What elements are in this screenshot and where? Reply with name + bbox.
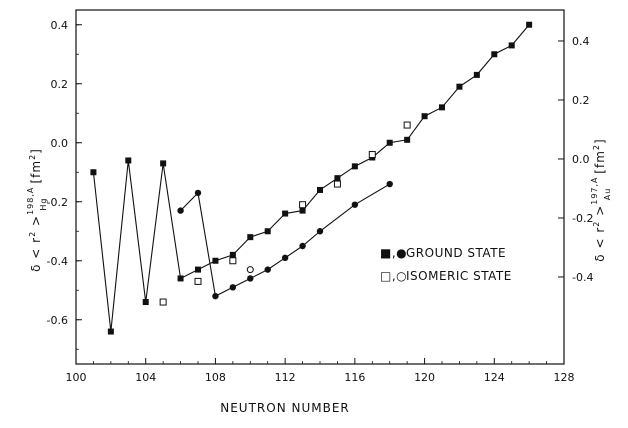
y-left-tick-label: 0.4 xyxy=(51,19,69,32)
hg-ground-point xyxy=(195,266,201,273)
hg-ground-point xyxy=(473,71,480,78)
hg-ground-point xyxy=(177,275,184,282)
hg-ground-point xyxy=(491,51,498,58)
hg-ground-point xyxy=(90,169,97,176)
hg-isomeric-point xyxy=(333,180,341,188)
x-tick-label: 128 xyxy=(554,371,575,384)
hg-isomeric-point xyxy=(403,121,411,129)
hg-ground-point xyxy=(125,157,132,164)
hg-isomeric-point xyxy=(159,298,167,306)
y-axis-right-title: δ < r2 >197,A Au[fm2] xyxy=(590,138,612,261)
legend-ground-label: GROUND STATE xyxy=(406,246,506,260)
au-ground-point xyxy=(247,275,254,282)
x-axis-title: NEUTRON NUMBER xyxy=(220,401,350,415)
hg-isomeric-point xyxy=(229,257,237,265)
x-tick-label: 116 xyxy=(344,371,365,384)
hg-ground-point xyxy=(456,83,463,90)
hg-isomeric-point xyxy=(194,277,202,285)
y-axis-left: 0.4 0.2 0.0 -0.2 -0.4 -0.6 xyxy=(47,19,82,350)
hg-ground-point xyxy=(160,160,167,167)
hg-ground-point xyxy=(526,21,533,28)
au-isomeric-point xyxy=(246,266,254,274)
legend-ground-symbols: ■,● xyxy=(380,246,407,260)
au-ground-point xyxy=(386,180,393,188)
hg-ground-point xyxy=(404,136,411,143)
y-right-tick-label: -0.2 xyxy=(572,212,593,225)
hg-ground-point xyxy=(107,328,114,335)
hg-ground-point xyxy=(142,299,149,306)
series-lines xyxy=(92,24,530,332)
y-right-tick-label: 0.2 xyxy=(572,94,590,107)
y-right-tick-label: 0.0 xyxy=(572,153,590,166)
y-right-tick-label: -0.4 xyxy=(572,271,593,284)
x-tick-label: 124 xyxy=(484,371,505,384)
y-left-tick-label: -0.4 xyxy=(47,255,68,268)
au-ground-point xyxy=(264,266,271,273)
hg-ground-point xyxy=(508,42,515,49)
x-tick-label: 112 xyxy=(275,371,296,384)
hg-ground-point xyxy=(439,104,445,111)
au-ground-point xyxy=(212,292,219,300)
x-axis: 100 104 108 112 116 120 124 128 xyxy=(66,358,575,384)
hg-ground-point xyxy=(264,228,271,235)
hg-ground-point xyxy=(317,186,323,193)
hg-ground-point xyxy=(282,210,289,217)
hg-ground-point xyxy=(247,234,254,241)
au-ground-point xyxy=(316,228,324,235)
y-axis-left-title: δ < r2 >198,A Hg[fm2] xyxy=(26,148,48,272)
hg-isomeric-point xyxy=(299,201,307,209)
hg-isomeric-point xyxy=(368,151,376,159)
series-line-au-ground xyxy=(180,183,390,297)
au-ground-point xyxy=(194,189,202,197)
x-tick-label: 100 xyxy=(66,371,87,384)
y-left-tick-label: -0.6 xyxy=(47,314,68,327)
series-markers xyxy=(90,21,533,335)
x-tick-label: 120 xyxy=(414,371,435,384)
y-left-tick-label: 0.0 xyxy=(51,137,69,150)
au-ground-point xyxy=(177,207,184,214)
hg-ground-point xyxy=(212,257,219,264)
y-axis-right: 0.4 0.2 0.0 -0.2 -0.4 xyxy=(558,35,593,284)
hg-ground-point xyxy=(229,251,236,258)
au-ground-point xyxy=(299,242,306,250)
au-ground-point xyxy=(229,284,237,291)
hg-ground-point xyxy=(351,163,358,170)
legend-isomeric-symbols: □,○ xyxy=(380,269,407,283)
y-left-tick-label: 0.2 xyxy=(51,78,69,91)
au-ground-point xyxy=(351,201,359,208)
legend-isomeric-label: ISOMERIC STATE xyxy=(406,269,512,283)
y-left-tick-label: -0.2 xyxy=(47,196,68,209)
y-right-tick-label: 0.4 xyxy=(572,35,590,48)
series-line-hg-ground xyxy=(92,24,530,332)
x-tick-label: 104 xyxy=(135,371,156,384)
x-tick-label: 108 xyxy=(205,371,226,384)
hg-ground-point xyxy=(386,139,393,146)
hg-ground-point xyxy=(334,175,341,182)
hg-ground-point xyxy=(299,207,306,214)
hg-ground-point xyxy=(421,113,428,120)
legend: ■,● GROUND STATE □,○ ISOMERIC STATE xyxy=(380,246,512,283)
au-ground-point xyxy=(281,254,289,261)
